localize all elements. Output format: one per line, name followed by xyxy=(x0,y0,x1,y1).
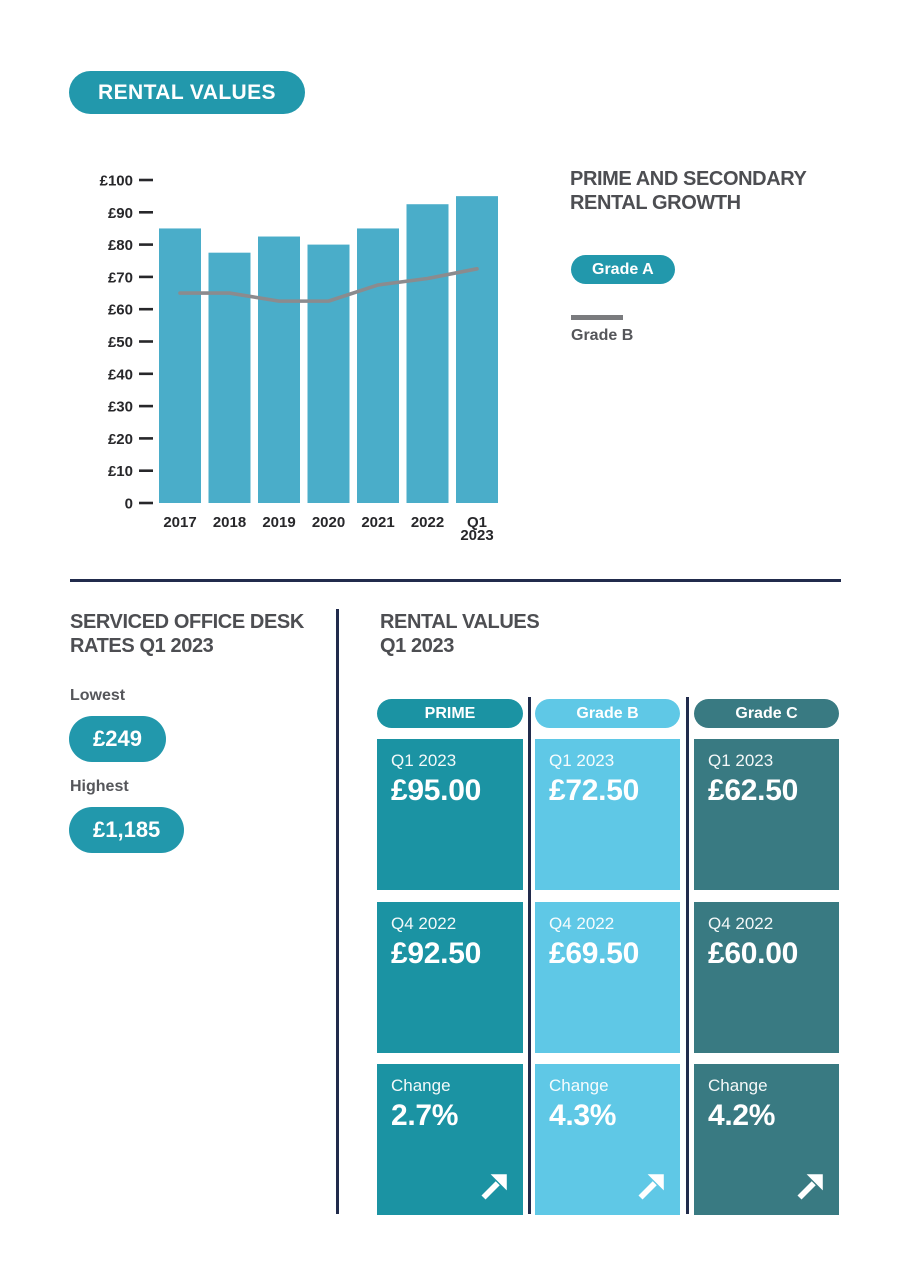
x-tick-label: Q1 xyxy=(467,514,487,531)
bar-2018 xyxy=(208,252,251,503)
y-tick-label: £40 xyxy=(108,366,133,383)
x-tick-label: 2021 xyxy=(361,514,394,531)
y-tick-label: £70 xyxy=(108,269,133,286)
tile-label: Q4 2022 xyxy=(708,914,774,933)
lowest-label: Lowest xyxy=(70,687,126,704)
y-tick-label: £50 xyxy=(108,334,133,351)
column-header-prime-label: PRIME xyxy=(424,704,476,722)
y-tick-label: £30 xyxy=(108,399,133,416)
tile-label: Q1 2023 xyxy=(708,751,774,770)
y-tick-label: £60 xyxy=(108,302,133,319)
bar-2021 xyxy=(357,228,399,503)
lowest-value-pill: £249 xyxy=(69,716,166,762)
horizontal-divider xyxy=(70,579,841,582)
y-tick-label: £100 xyxy=(100,173,133,190)
tile-grade-c-q4-2022: Q4 2022 £60.00 xyxy=(694,902,839,1053)
tile-value: £62.50 xyxy=(708,774,798,807)
legend-grade-b-label: Grade B xyxy=(571,327,634,344)
tile-value: 2.7% xyxy=(391,1099,459,1132)
bar-2020 xyxy=(307,244,350,503)
tile-prime-change: Change 2.7% xyxy=(377,1064,523,1215)
x-tick-label: 2017 xyxy=(163,514,196,531)
legend-grade-b-line-swatch xyxy=(571,315,623,320)
rental-values-heading-line1: RENTAL VALUES xyxy=(380,611,540,633)
growth-heading-line1: PRIME AND SECONDARY xyxy=(570,168,807,190)
vertical-section-divider xyxy=(336,609,339,1214)
x-tick-label: 2019 xyxy=(262,514,295,531)
y-tick-label: 0 xyxy=(125,496,133,513)
column-header-prime: PRIME xyxy=(377,699,523,728)
x-tick-label: 2022 xyxy=(411,514,444,531)
growth-panel-heading: PRIME AND SECONDARY RENTAL GROWTH xyxy=(570,167,830,215)
tile-prime-q1-2023: Q1 2023 £95.00 xyxy=(377,739,523,890)
y-tick-label: £10 xyxy=(108,463,133,480)
tile-value: 4.2% xyxy=(708,1099,776,1132)
y-tick-label: £90 xyxy=(108,205,133,222)
tile-value: £95.00 xyxy=(391,774,481,807)
tile-grade-b-q4-2022: Q4 2022 £69.50 xyxy=(535,902,680,1053)
tile-label: Q1 2023 xyxy=(549,751,615,770)
highest-value-pill: £1,185 xyxy=(69,807,185,853)
tile-value: £72.50 xyxy=(549,774,639,807)
tile-value: £69.50 xyxy=(549,937,639,970)
tile-grade-b-q1-2023: Q1 2023 £72.50 xyxy=(535,739,680,890)
bar-2022 xyxy=(406,204,449,503)
x-tick-label: 2020 xyxy=(312,514,345,531)
page-title-badge: RENTAL VALUES xyxy=(69,71,305,114)
tile-prime-q4-2022: Q4 2022 £92.50 xyxy=(377,902,523,1053)
tile-label: Q1 2023 xyxy=(391,751,457,770)
column-header-grade-c: Grade C xyxy=(694,699,839,728)
bar-2019 xyxy=(258,236,300,503)
tile-label: Change xyxy=(391,1076,451,1095)
tile-value: £60.00 xyxy=(708,937,798,970)
desk-rates-heading: SERVICED OFFICE DESK RATES Q1 2023 xyxy=(70,610,340,658)
desk-rates-heading-line2: RATES Q1 2023 xyxy=(70,635,214,657)
y-tick-label: £20 xyxy=(108,431,133,448)
highest-value: £1,185 xyxy=(93,817,161,842)
column-header-grade-b-label: Grade B xyxy=(576,704,639,722)
growth-heading-line2: RENTAL GROWTH xyxy=(570,192,741,214)
bar-q1-2023 xyxy=(456,196,498,503)
tile-grade-b-change: Change 4.3% xyxy=(535,1064,680,1215)
tile-grade-c-q1-2023: Q1 2023 £62.50 xyxy=(694,739,839,890)
x-tick-label: 2018 xyxy=(213,514,246,531)
tile-label: Change xyxy=(549,1076,609,1095)
column-divider xyxy=(686,697,689,1214)
tile-label: Q4 2022 xyxy=(549,914,615,933)
y-tick-label: £80 xyxy=(108,237,133,254)
rental-values-heading: RENTAL VALUES Q1 2023 xyxy=(380,610,620,658)
tile-grade-c-change: Change 4.2% xyxy=(694,1064,839,1215)
highest-label: Highest xyxy=(70,778,129,795)
x-tick-label: 2023 xyxy=(460,527,493,544)
increase-arrow-icon xyxy=(481,1174,507,1200)
legend-grade-a-label: Grade A xyxy=(592,260,654,278)
tile-value: 4.3% xyxy=(549,1099,617,1132)
bar-2017 xyxy=(159,228,201,503)
increase-arrow-icon xyxy=(638,1174,664,1200)
column-divider xyxy=(528,697,531,1214)
desk-rates-heading-line1: SERVICED OFFICE DESK xyxy=(70,611,304,633)
rental-values-heading-line2: Q1 2023 xyxy=(380,635,454,657)
lowest-value: £249 xyxy=(93,726,142,751)
tile-value: £92.50 xyxy=(391,937,481,970)
tile-label: Change xyxy=(708,1076,768,1095)
page-title: RENTAL VALUES xyxy=(98,80,276,104)
tile-label: Q4 2022 xyxy=(391,914,457,933)
legend-grade-a-pill: Grade A xyxy=(571,255,675,284)
column-header-grade-b: Grade B xyxy=(535,699,680,728)
grade-b-trend-line xyxy=(178,267,479,303)
column-header-grade-c-label: Grade C xyxy=(735,704,798,722)
increase-arrow-icon xyxy=(797,1174,823,1200)
rental-growth-chart: 0 £10 £20 £30 £40 £50 £60 £70 £80 £90 £100 2017 2018… xyxy=(100,173,498,544)
